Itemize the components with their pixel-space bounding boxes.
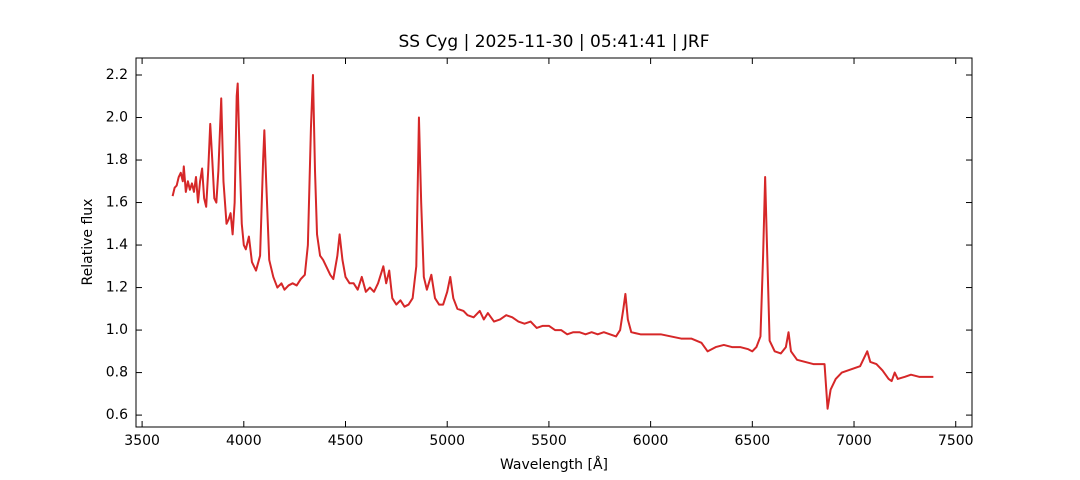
- x-tick-label: 6500: [735, 433, 771, 449]
- x-tick-label: 7500: [938, 433, 974, 449]
- x-tick-label: 7000: [836, 433, 872, 449]
- y-tick-label: 1.6: [106, 195, 128, 211]
- y-tick-label: 1.0: [106, 322, 128, 338]
- y-tick-label: 1.2: [106, 280, 128, 296]
- y-tick-label: 2.2: [106, 67, 128, 83]
- x-tick-label: 4000: [226, 433, 262, 449]
- y-axis-label: Relative flux: [80, 199, 96, 286]
- y-tick-label: 1.4: [106, 237, 128, 253]
- y-tick-label: 0.6: [106, 407, 128, 423]
- x-tick-label: 3500: [124, 433, 160, 449]
- x-tick-label: 4500: [328, 433, 364, 449]
- x-axis-label: Wavelength [Å]: [500, 456, 608, 473]
- plot-frame: [135, 57, 973, 428]
- y-tick-label: 2.0: [106, 110, 128, 126]
- spectrum-line: [171, 74, 934, 410]
- y-tick-label: 0.8: [106, 365, 128, 381]
- chart-title: SS Cyg | 2025-11-30 | 05:41:41 | JRF: [398, 32, 709, 52]
- y-tick-label: 1.8: [106, 152, 128, 168]
- x-tick-label: 5000: [429, 433, 465, 449]
- x-tick-label: 5500: [531, 433, 567, 449]
- x-tick-label: 6000: [633, 433, 669, 449]
